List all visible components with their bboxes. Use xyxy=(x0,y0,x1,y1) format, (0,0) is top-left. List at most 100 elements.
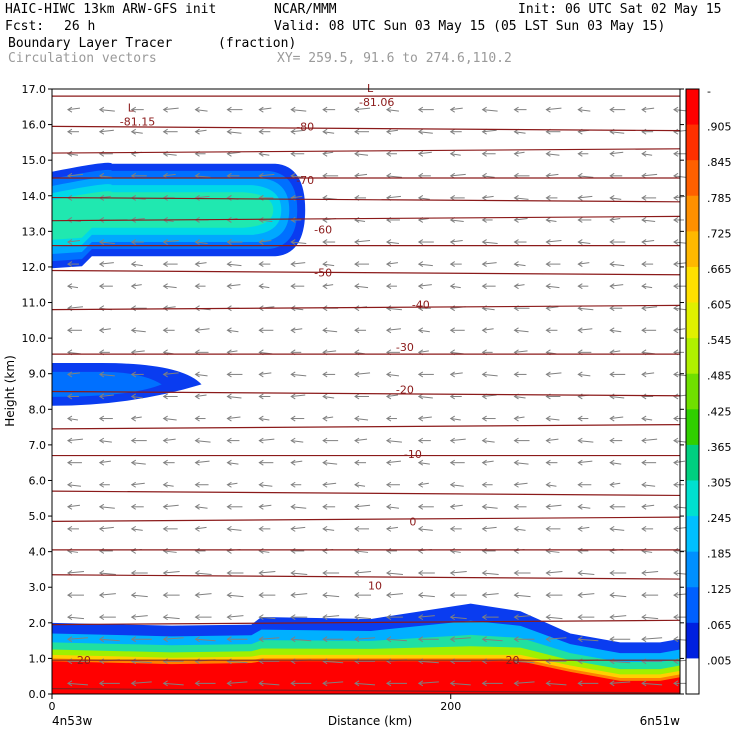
vector-arrowhead xyxy=(322,481,328,488)
vector-arrow xyxy=(642,219,656,222)
field1-unit: (fraction) xyxy=(218,36,297,51)
vector-arrowhead xyxy=(322,239,328,245)
vector-arrowhead xyxy=(609,106,615,113)
vector-arrowhead xyxy=(322,327,328,334)
vector-arrowhead xyxy=(194,327,200,334)
vector-arrow xyxy=(291,241,307,245)
vector-arrow xyxy=(450,682,471,686)
vector-arrow xyxy=(259,616,276,620)
vector-arrowhead xyxy=(162,261,168,268)
vector-arrow xyxy=(610,416,624,420)
vector-arrow xyxy=(354,571,372,574)
vector-arrow xyxy=(163,153,177,156)
isotherm-label: -30 xyxy=(396,341,414,354)
vector-arrowhead xyxy=(258,261,264,268)
vector-arrowhead xyxy=(481,106,487,113)
vector-arrow xyxy=(259,637,280,640)
vector-arrowhead xyxy=(481,283,487,290)
vector-arrowhead xyxy=(545,261,551,268)
vector-arrowhead xyxy=(641,503,647,510)
vector-arrow xyxy=(450,418,461,421)
vector-arrowhead xyxy=(609,239,615,245)
vector-arrowhead xyxy=(609,217,615,223)
vector-arrowhead xyxy=(354,459,360,466)
vector-arrowhead xyxy=(513,327,519,334)
vector-arrowhead xyxy=(290,525,296,532)
vector-arrowhead xyxy=(673,437,679,444)
vector-arrowhead xyxy=(673,525,679,532)
vector-arrow xyxy=(163,418,177,421)
vector-arrow xyxy=(67,372,81,375)
vector-arrowhead xyxy=(130,128,137,135)
isotherm-label: 0 xyxy=(409,515,416,528)
vector-arrowhead xyxy=(162,283,168,290)
vector-arrow xyxy=(386,440,402,443)
vector-arrowhead xyxy=(577,106,583,113)
vector-arrowhead xyxy=(354,150,360,157)
vector-arrowhead xyxy=(98,261,105,268)
vector-arrow xyxy=(259,372,272,375)
vector-arrowhead xyxy=(162,305,168,312)
vector-arrowhead xyxy=(545,415,551,422)
vector-arrow xyxy=(354,418,369,421)
vector-arrowhead xyxy=(417,481,424,488)
isotherm-line xyxy=(51,688,681,694)
vector-arrowhead xyxy=(290,481,296,488)
vector-arrow xyxy=(354,616,372,620)
vector-arrowhead xyxy=(98,239,105,245)
vector-arrowhead xyxy=(258,106,264,113)
vector-arrowhead xyxy=(417,503,424,510)
vector-arrowhead xyxy=(130,481,137,488)
vector-arrow xyxy=(610,350,621,353)
vector-arrowhead xyxy=(258,217,264,223)
vector-arrowhead xyxy=(67,128,73,135)
vector-arrow xyxy=(450,173,466,177)
vector-arrowhead xyxy=(577,614,583,621)
vector-arrowhead xyxy=(577,459,583,466)
vector-arrowhead xyxy=(609,194,615,201)
vector-arrowhead xyxy=(98,415,105,422)
vector-arrowhead xyxy=(513,503,519,510)
vector-arrowhead xyxy=(577,283,583,290)
low-marker-letter: L xyxy=(367,82,374,95)
vector-arrow xyxy=(227,615,244,618)
vector-arrow xyxy=(323,660,344,664)
vector-arrow xyxy=(514,151,525,155)
vector-arrowhead xyxy=(513,680,519,687)
vector-arrowhead xyxy=(290,261,296,268)
vector-arrowhead xyxy=(354,525,360,532)
vector-arrow xyxy=(450,616,467,620)
colorbar-swatch xyxy=(686,551,699,588)
colorbar-swatch xyxy=(686,622,699,659)
vector-arrow xyxy=(578,109,591,112)
vector-arrowhead xyxy=(641,393,647,400)
vector-arrow xyxy=(514,217,528,221)
vector-arrow xyxy=(227,263,242,267)
vector-arrow xyxy=(67,240,81,243)
vector-arrow xyxy=(418,482,429,486)
y-tick-label: 12.0 xyxy=(22,261,47,274)
vector-arrow xyxy=(354,240,371,243)
vector-arrowhead xyxy=(609,327,615,334)
vector-arrow xyxy=(578,307,594,311)
vector-arrow xyxy=(482,373,498,377)
vector-arrow xyxy=(610,131,625,134)
vector-arrowhead xyxy=(354,503,360,510)
vector-arrowhead xyxy=(673,106,679,113)
vector-arrowhead xyxy=(162,592,168,598)
vector-arrowhead xyxy=(577,415,583,422)
plot-border xyxy=(51,88,681,695)
vector-arrowhead xyxy=(481,261,487,268)
vector-arrowhead xyxy=(322,680,328,687)
vector-arrowhead xyxy=(385,503,392,510)
org-label: NCAR/MMM xyxy=(274,2,337,17)
vector-arrowhead xyxy=(545,106,551,113)
vector-arrowhead xyxy=(162,415,168,422)
y-tick-label: 7.0 xyxy=(29,439,47,452)
vector-arrow xyxy=(418,615,435,618)
vector-arrowhead xyxy=(194,592,200,598)
vector-arrowhead xyxy=(545,525,551,532)
vector-arrowhead xyxy=(545,437,551,444)
vector-arrow xyxy=(67,504,81,508)
